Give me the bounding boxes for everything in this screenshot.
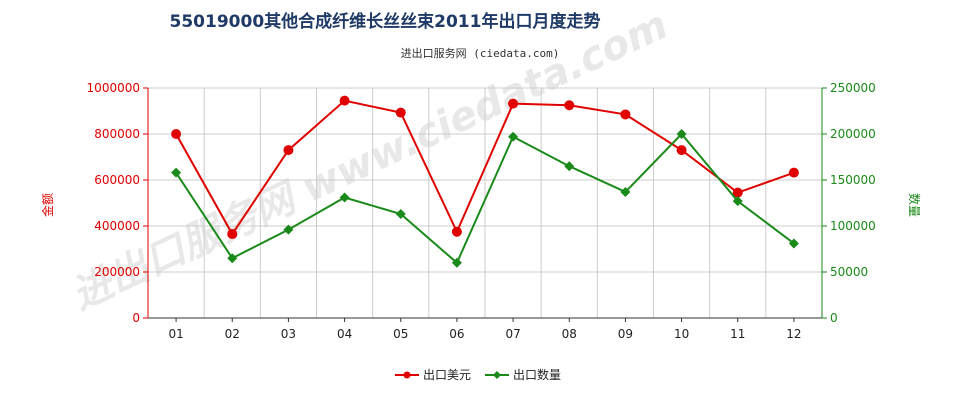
- x-tick-label: 10: [674, 327, 689, 341]
- right-tick-label: 150000: [830, 173, 876, 187]
- left-tick-label: 0: [132, 311, 140, 325]
- series-1-point: [283, 145, 294, 156]
- legend-marker: [493, 371, 501, 379]
- series-1-point: [676, 145, 687, 156]
- right-tick-label: 200000: [830, 127, 876, 141]
- series-2-point: [732, 196, 743, 207]
- series-1-point: [508, 98, 519, 109]
- series-2-point: [508, 131, 519, 142]
- x-tick-label: 02: [225, 327, 240, 341]
- series-2-point: [620, 186, 631, 197]
- series-1-point: [227, 229, 238, 240]
- x-tick-label: 03: [281, 327, 296, 341]
- left-tick-label: 800000: [94, 127, 140, 141]
- series-1-point: [620, 109, 631, 120]
- series-1-point: [395, 107, 406, 118]
- series-2-point: [227, 253, 238, 264]
- series-2-point: [339, 192, 350, 203]
- x-tick-label: 09: [618, 327, 633, 341]
- series-1-point: [564, 100, 575, 111]
- right-tick-label: 0: [830, 311, 838, 325]
- x-tick-label: 04: [337, 327, 352, 341]
- series-2-point: [171, 167, 182, 178]
- left-tick-label: 200000: [94, 265, 140, 279]
- series-1-point: [788, 167, 799, 178]
- series-1-point: [171, 129, 182, 139]
- left-tick-label: 1000000: [87, 81, 140, 95]
- x-tick-label: 01: [168, 327, 183, 341]
- series-2-point: [283, 224, 294, 235]
- right-axis-label: 数量: [907, 193, 922, 217]
- series-2-point: [451, 257, 462, 268]
- left-tick-label: 400000: [94, 219, 140, 233]
- legend-label: 出口美元: [423, 368, 471, 382]
- series-2-point: [564, 161, 575, 172]
- x-tick-label: 11: [730, 327, 745, 341]
- grid: [147, 87, 823, 319]
- chart-subtitle: 进出口服务网 (ciedata.com): [401, 46, 560, 60]
- x-tick-label: 08: [562, 327, 577, 341]
- series-2-point: [788, 238, 799, 249]
- legend: 出口美元 出口数量: [395, 367, 561, 382]
- legend-label: 出口数量: [513, 367, 561, 382]
- tick-labels: 0 200000 400000 600000 800000 1000000 0 50000 10…: [87, 81, 876, 341]
- x-tick-label: 05: [393, 327, 408, 341]
- right-tick-label: 100000: [830, 219, 876, 233]
- watermark: 进出口服务网 www.ciedata.com: [65, 2, 675, 319]
- axes: [143, 87, 827, 322]
- series-1-point: [732, 187, 743, 198]
- series-line-1: [175, 99, 795, 236]
- series-2-point: [395, 209, 406, 220]
- series-layer: [171, 95, 799, 268]
- left-tick-label: 600000: [94, 173, 140, 187]
- series-2-point: [676, 129, 687, 139]
- right-tick-label: 250000: [830, 81, 876, 95]
- x-tick-label: 07: [505, 327, 520, 341]
- series-1-point: [339, 95, 350, 106]
- left-axis-label: 金额: [40, 193, 55, 217]
- series-1-point: [451, 226, 462, 237]
- series-line-2: [175, 132, 795, 265]
- right-tick-label: 50000: [830, 265, 868, 279]
- legend-marker: [403, 371, 411, 379]
- x-tick-label: 12: [786, 327, 801, 341]
- x-tick-label: 06: [449, 327, 464, 341]
- chart-title: 55019000其他合成纤维长丝丝束2011年出口月度走势: [170, 11, 601, 32]
